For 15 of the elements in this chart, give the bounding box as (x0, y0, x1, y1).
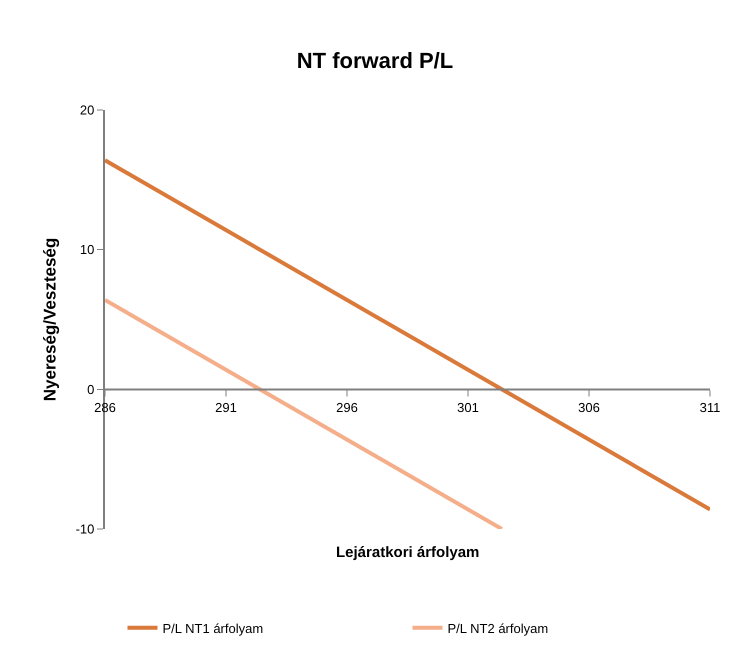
x-tick-label: 291 (215, 400, 237, 415)
x-tick-label: 301 (457, 400, 479, 415)
x-tick-label: 296 (336, 400, 358, 415)
x-tick-label: 311 (700, 400, 720, 415)
y-tick-label: 20 (80, 102, 94, 118)
x-tick-label: 306 (578, 400, 600, 415)
y-tick-label: 10 (80, 242, 94, 258)
y-tick-label: 0 (87, 382, 94, 397)
legend-label: P/L NT1 árfolyam (162, 620, 264, 636)
x-axis-title: Lejáratkori árfolyam (336, 544, 480, 561)
y-tick-label: -10 (76, 522, 94, 537)
y-axis-title: Nyereség/Veszteség (40, 238, 60, 402)
legend-label: P/L NT2 árfolyam (448, 620, 548, 636)
chart-title: NT forward P/L (296, 48, 454, 73)
x-tick-label: 286 (94, 400, 116, 415)
